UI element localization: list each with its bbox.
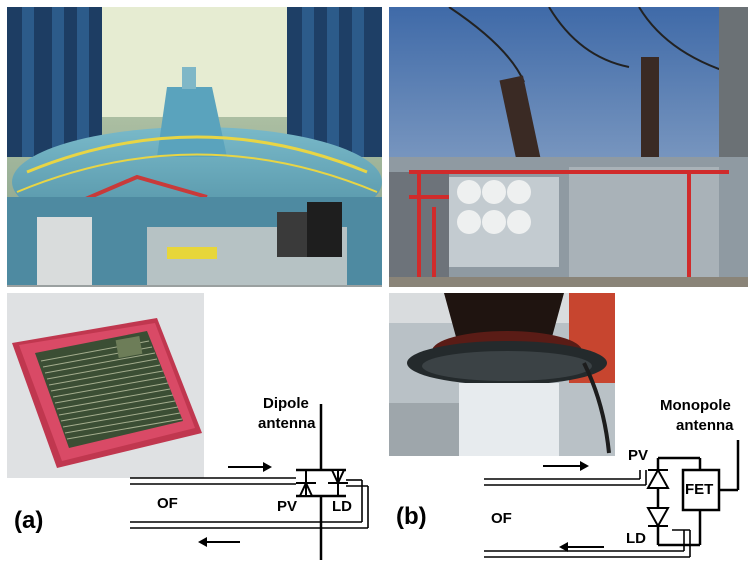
monopole-antenna-label-line2: antenna [676, 417, 734, 434]
ld-laser-diode-symbol-b [646, 507, 670, 529]
of-label-a: OF [157, 495, 178, 512]
of-label-b: OF [491, 510, 512, 527]
insulator-bushing-photo [389, 293, 615, 456]
panel-a-tag: (a) [14, 507, 44, 534]
ld-label-a: LD [332, 498, 352, 515]
pv-photodiode-symbol-b [646, 467, 670, 489]
pv-photodiode-symbol [298, 480, 314, 497]
panel-b-tag: (b) [396, 503, 427, 530]
pv-label-b: PV [628, 447, 649, 464]
hydro-generator-hall-photo [7, 7, 382, 287]
dipole-antenna-label-line2: antenna [258, 415, 316, 432]
pv-label-a: PV [277, 498, 298, 515]
substation-transformer-photo [389, 7, 748, 287]
dipole-antenna-label-line1: Dipole [263, 395, 309, 412]
ld-label-b: LD [626, 530, 646, 547]
ld-laser-diode-symbol [330, 469, 346, 486]
fet-label: FET [685, 481, 714, 498]
panel-b-schematic [484, 440, 740, 558]
sensor-chip-photo [7, 293, 204, 478]
monopole-antenna-label-line1: Monopole [660, 397, 731, 414]
